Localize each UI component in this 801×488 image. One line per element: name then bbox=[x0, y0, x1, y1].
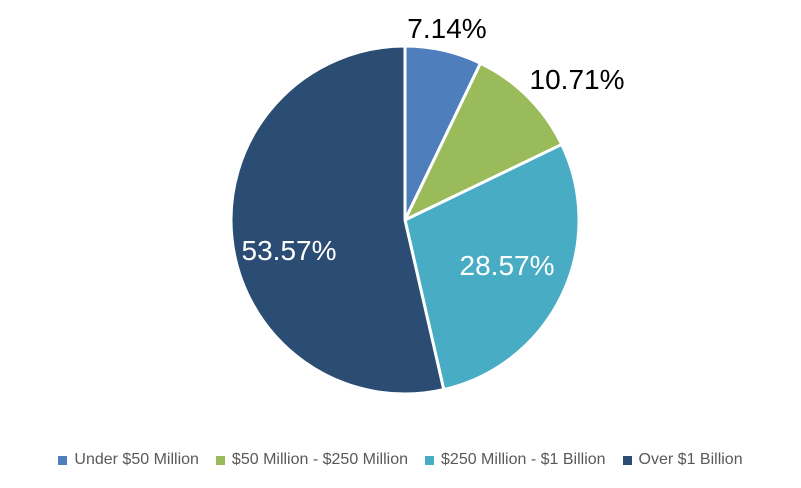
legend-swatch-icon bbox=[425, 455, 435, 465]
legend-swatch-icon bbox=[58, 455, 68, 465]
legend-swatch-icon bbox=[215, 455, 225, 465]
pie-slice-250-million-1-billion bbox=[403, 142, 581, 392]
legend-label: Under $50 Million bbox=[74, 451, 199, 468]
pie-data-label-over-1-billion: 53.57% bbox=[242, 235, 337, 266]
pie-data-label-250-million-1-billion: 28.57% bbox=[460, 250, 555, 281]
legend-item-250-million-1-billion: $250 Million - $1 Billion bbox=[425, 451, 606, 469]
legend-item-under-50-million: Under $50 Million bbox=[58, 451, 199, 469]
legend-label: $250 Million - $1 Billion bbox=[441, 451, 606, 468]
legend-label: Over $1 Billion bbox=[638, 451, 743, 468]
legend-item-50-million-250-million: $50 Million - $250 Million bbox=[215, 451, 409, 469]
legend-swatch-icon bbox=[622, 455, 632, 465]
chart-legend: Under $50 Million $50 Million - $250 Mill… bbox=[0, 451, 801, 469]
pie-data-label-50-million-250-million: 10.71% bbox=[530, 64, 625, 95]
pie-plot-area: 7.14% 10.71% 28.57% 53.57% bbox=[229, 13, 625, 396]
legend-label: $50 Million - $250 Million bbox=[231, 451, 409, 468]
pie-data-label-under-50-million: 7.14% bbox=[407, 13, 486, 44]
pie-slice-50-million-250-million bbox=[403, 61, 564, 222]
legend-item-over-1-billion: Over $1 Billion bbox=[622, 451, 743, 469]
pie-slice-over-1-billion bbox=[229, 44, 446, 396]
